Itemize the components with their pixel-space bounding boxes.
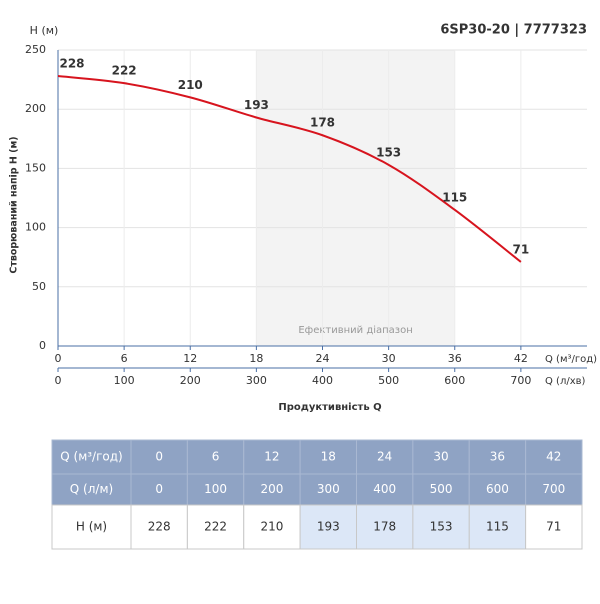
table-text: 210 [260,520,283,534]
table-text: 18 [321,450,336,464]
table-cell [51,439,132,475]
table-cell [299,439,357,475]
table-text: 222 [204,520,227,534]
y-tick-label: 250 [25,43,46,56]
table-text: 42 [546,450,561,464]
x-tick-label: 6 [121,352,128,365]
x-axis-title: Продуктивність Q [278,402,381,413]
table-cell [243,504,301,550]
table-cell [130,439,188,475]
y-axis-title: Створюваний напір H (м) [9,136,20,273]
line [57,75,522,263]
table-text: 24 [377,450,392,464]
value-label: 71 [513,242,530,256]
y-tick-label: 50 [32,280,46,293]
value-label: 115 [442,190,467,204]
x2-tick-label: 600 [444,374,465,387]
x-tick-label: 30 [382,352,396,365]
x-axis-label: Q (м³/год) [545,354,597,365]
x2-axis-label: Q (л/хв) [545,376,586,387]
x2-tick-label: 500 [378,374,399,387]
table-text: 36 [490,450,505,464]
x2-tick-label: 400 [312,374,333,387]
table-cell [468,439,527,475]
table-text: 200 [260,482,283,496]
table-text: 700 [542,482,565,496]
table-text: 400 [373,482,396,496]
table-text: 300 [317,482,340,496]
y-tick-label: 200 [25,102,46,115]
x-tick-label: 18 [249,352,263,365]
table-text: 178 [373,520,396,534]
table-text: 600 [486,482,509,496]
table-cell [468,504,527,550]
table-text: 100 [204,482,227,496]
value-label: 153 [376,145,401,159]
table-cell [525,439,583,475]
x2-tick-label: 300 [246,374,267,387]
x-tick-label: 0 [55,352,62,365]
value-label: 222 [112,64,137,78]
table-cell [243,473,301,506]
range-label: Ефективний діапазон [298,324,412,336]
y-tick-label: 0 [39,339,46,352]
table-text: Q (м³/год) [60,450,122,464]
table-cell [356,504,414,550]
table-text: 71 [546,520,561,534]
chart-title: 6SP30-20 | 7777323 [440,23,587,38]
x-tick-label: 24 [316,352,330,365]
table-text: 193 [317,520,340,534]
table-cell [412,504,470,550]
table-cell [299,473,357,506]
table-text: 0 [155,482,163,496]
value-label: 178 [310,116,335,130]
table-cell [51,504,132,550]
y-tick-label: 150 [25,161,46,174]
x-tick-label: 42 [514,352,528,365]
table-cell [130,473,188,506]
table-cell [186,504,245,550]
value-label: 228 [59,57,84,71]
table-text: 500 [430,482,453,496]
table-cell [51,473,132,506]
table-text: 153 [430,520,453,534]
table-text: 115 [486,520,509,534]
table-text: Q (л/м) [70,482,113,496]
table-text: 6 [212,450,220,464]
table-text: H (м) [76,520,107,534]
table-text: 12 [264,450,279,464]
x-tick-label: 36 [448,352,462,365]
table-cell [468,473,527,506]
x2-tick-label: 0 [55,374,62,387]
table-cell [186,473,245,506]
value-label: 193 [244,98,269,112]
x2-tick-label: 700 [510,374,531,387]
effective-range [256,50,455,346]
table-cell [299,504,357,550]
table-text: 30 [433,450,448,464]
value-label: 210 [178,78,203,92]
x2-tick-label: 200 [180,374,201,387]
y-unit-label: H (м) [30,24,59,37]
x-tick-label: 12 [183,352,197,365]
table-cell [130,504,188,550]
table-text: 228 [148,520,171,534]
x2-tick-label: 100 [114,374,135,387]
y-tick-label: 100 [25,221,46,234]
table-text: 0 [155,450,163,464]
table-cell [525,504,583,550]
